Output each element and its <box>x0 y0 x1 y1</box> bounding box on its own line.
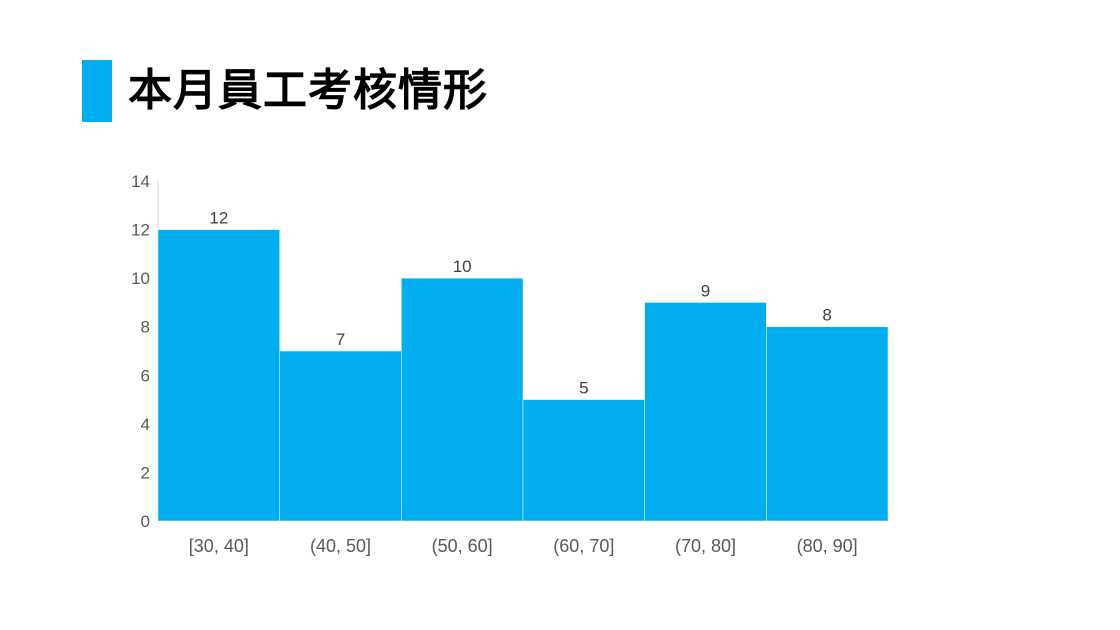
x-category-label: (80, 90] <box>797 536 858 556</box>
bar <box>401 277 524 522</box>
x-category-label: (60, 70] <box>553 536 614 556</box>
x-category-label: [30, 40] <box>189 536 249 556</box>
y-tick-label: 12 <box>131 221 150 240</box>
bars <box>157 229 889 522</box>
x-axis: [30, 40] (40, 50] (50, 60] (60, 70] (70, 80]… <box>189 536 858 556</box>
bar <box>522 399 645 522</box>
bar <box>279 350 402 522</box>
bar-value-label: 5 <box>579 379 588 398</box>
y-tick-label: 0 <box>141 512 150 531</box>
bar-value-label: 8 <box>822 306 831 325</box>
x-category-label: (70, 80] <box>675 536 736 556</box>
bar-value-label: 10 <box>453 257 472 276</box>
bar <box>157 229 280 522</box>
y-axis: 0 2 4 6 8 10 12 14 <box>131 172 159 531</box>
y-tick-label: 4 <box>141 415 150 434</box>
y-tick-label: 10 <box>131 269 150 288</box>
bar <box>766 326 889 522</box>
y-tick-label: 2 <box>141 463 150 482</box>
x-category-label: (50, 60] <box>432 536 493 556</box>
title-accent-bar <box>82 60 112 122</box>
y-tick-label: 8 <box>141 318 150 337</box>
bar-value-label: 9 <box>701 281 710 300</box>
bar <box>644 302 767 522</box>
y-tick-label: 14 <box>131 172 150 191</box>
data-labels: 12 7 10 5 9 8 <box>209 209 832 398</box>
y-tick-label: 6 <box>141 366 150 385</box>
page-title: 本月員工考核情形 <box>128 65 488 116</box>
bar-value-label: 7 <box>336 330 345 349</box>
x-category-label: (40, 50] <box>310 536 371 556</box>
bar-value-label: 12 <box>209 209 228 228</box>
